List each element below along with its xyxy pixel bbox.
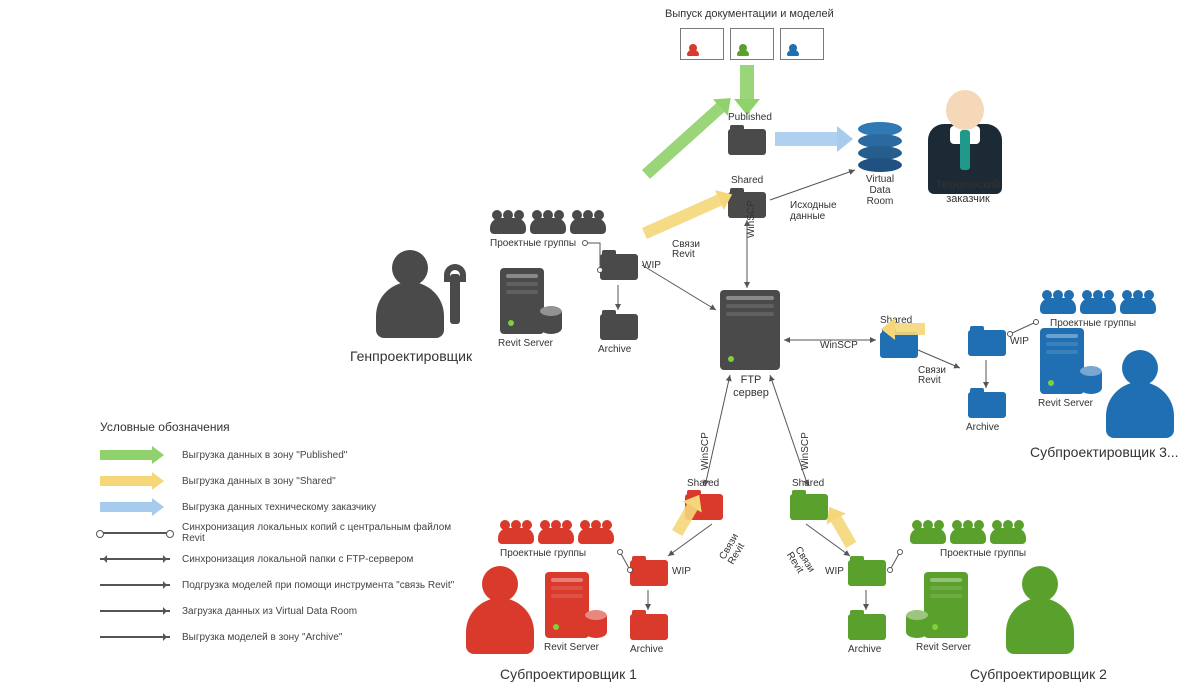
legend: Условные обозначения Выгрузка данных в з… [100, 420, 460, 650]
archive-folder-icon [848, 610, 886, 640]
legend-row: Выгрузка данных в зону "Published" [100, 442, 460, 468]
legend-row: Подгрузка моделей при помощи инструмента… [100, 572, 460, 598]
published-label: Published [728, 112, 772, 123]
sub3-revit-label: Revit Server [1038, 398, 1093, 409]
shared-label: Shared [731, 175, 763, 186]
sub1-archive-label: Archive [630, 644, 663, 655]
envelope-icon [730, 28, 774, 60]
winscp-label: WinSCP [746, 200, 757, 238]
revitlink-label: Связи Revit [672, 240, 708, 260]
users-icon [1080, 290, 1116, 314]
ftp-label: FTP сервер [728, 374, 774, 400]
revitlink-label: Связи Revit [718, 525, 753, 566]
archive-folder-icon [630, 610, 668, 640]
legend-text: Синхронизация локальной папки с FTP-серв… [182, 554, 460, 565]
legend-text: Выгрузка данных техническому заказчику [182, 502, 460, 513]
users-icon [1120, 290, 1156, 314]
winscp-label: WinSCP [820, 340, 858, 351]
server-icon [500, 268, 544, 334]
server-icon [1040, 328, 1084, 394]
legend-text: Выгрузка данных в зону "Shared" [182, 476, 460, 487]
legend-row: Синхронизация локальной папки с FTP-серв… [100, 546, 460, 572]
server-icon [545, 572, 589, 638]
sub2-groups-label: Проектные группы [940, 548, 1026, 559]
sub3-archive-label: Archive [966, 422, 999, 433]
legend-row: Загрузка данных из Virtual Data Room [100, 598, 460, 624]
db-icon [540, 306, 562, 334]
customer-label: Технический заказчик [918, 178, 1018, 206]
server-icon [924, 572, 968, 638]
wip-folder-icon [848, 556, 886, 586]
vdr-label: Virtual Data Room [858, 174, 902, 207]
gen-revit-label: Revit Server [498, 338, 553, 349]
db-icon [585, 610, 607, 638]
gen-wip-label: WIP [642, 260, 661, 271]
users-icon [910, 520, 946, 544]
sub2-wip-label: WIP [825, 566, 844, 577]
legend-row: Выгрузка данных техническому заказчику [100, 494, 460, 520]
sub1-label: Субпроектировщик 1 [500, 666, 637, 682]
gen-person-icon [370, 250, 450, 340]
sub3-person-icon [1100, 350, 1180, 440]
legend-row: Выгрузка данных в зону "Shared" [100, 468, 460, 494]
sub1-person-icon [460, 566, 540, 656]
gen-label: Генпроектировщик [350, 348, 472, 364]
sub3-label: Субпроектировщик 3... [1030, 444, 1179, 460]
sub2-shared-label: Shared [792, 478, 824, 489]
legend-title: Условные обозначения [100, 420, 460, 434]
legend-text: Синхронизация локальных копий с централь… [182, 522, 460, 544]
sub1-groups-label: Проектные группы [500, 548, 586, 559]
sub1-shared-label: Shared [687, 478, 719, 489]
archive-folder-icon [968, 388, 1006, 418]
ftp-server-icon [720, 290, 780, 370]
winscp-label: WinSCP [800, 432, 811, 470]
revitlink-label: Связи Revit [918, 366, 954, 386]
wip-folder-icon [968, 326, 1006, 356]
users-icon [578, 520, 614, 544]
users-icon [498, 520, 534, 544]
winscp-label: WinSCP [700, 432, 711, 470]
users-icon [538, 520, 574, 544]
sub3-wip-label: WIP [1010, 336, 1029, 347]
legend-text: Выгрузка данных в зону "Published" [182, 450, 460, 461]
sub3-groups-label: Проектные группы [1050, 318, 1136, 329]
users-icon [990, 520, 1026, 544]
legend-text: Выгрузка моделей в зону "Archive" [182, 632, 460, 643]
wip-folder-icon [630, 556, 668, 586]
vdr-icon [858, 122, 902, 170]
gen-groups-label: Проектные группы [490, 238, 576, 249]
users-icon [530, 210, 566, 234]
db-icon [1080, 366, 1102, 394]
wrench-icon [450, 274, 460, 324]
archive-folder-icon [600, 310, 638, 340]
legend-row: Выгрузка моделей в зону "Archive" [100, 624, 460, 650]
users-icon [950, 520, 986, 544]
sub1-revit-label: Revit Server [544, 642, 599, 653]
envelope-icon [680, 28, 724, 60]
sub1-wip-label: WIP [672, 566, 691, 577]
sub2-revit-label: Revit Server [916, 642, 971, 653]
users-icon [570, 210, 606, 234]
diagram-canvas: Выпуск документации и моделей Published … [0, 0, 1200, 694]
revitlink-label: Связи Revit [784, 545, 820, 586]
envelope-icon [780, 28, 824, 60]
legend-row: Синхронизация локальных копий с централь… [100, 520, 460, 546]
legend-text: Подгрузка моделей при помощи инструмента… [182, 580, 460, 591]
srcdata-label: Исходные данные [790, 200, 850, 222]
db-icon [906, 610, 928, 638]
gen-archive-label: Archive [598, 344, 631, 355]
legend-text: Загрузка данных из Virtual Data Room [182, 606, 460, 617]
users-icon [1040, 290, 1076, 314]
sub2-label: Субпроектировщик 2 [970, 666, 1107, 682]
sub2-archive-label: Archive [848, 644, 881, 655]
published-folder-icon [728, 125, 766, 155]
wip-folder-icon [600, 250, 638, 280]
users-icon [490, 210, 526, 234]
sub2-person-icon [1000, 566, 1080, 656]
doc-release-title: Выпуск документации и моделей [665, 8, 834, 20]
